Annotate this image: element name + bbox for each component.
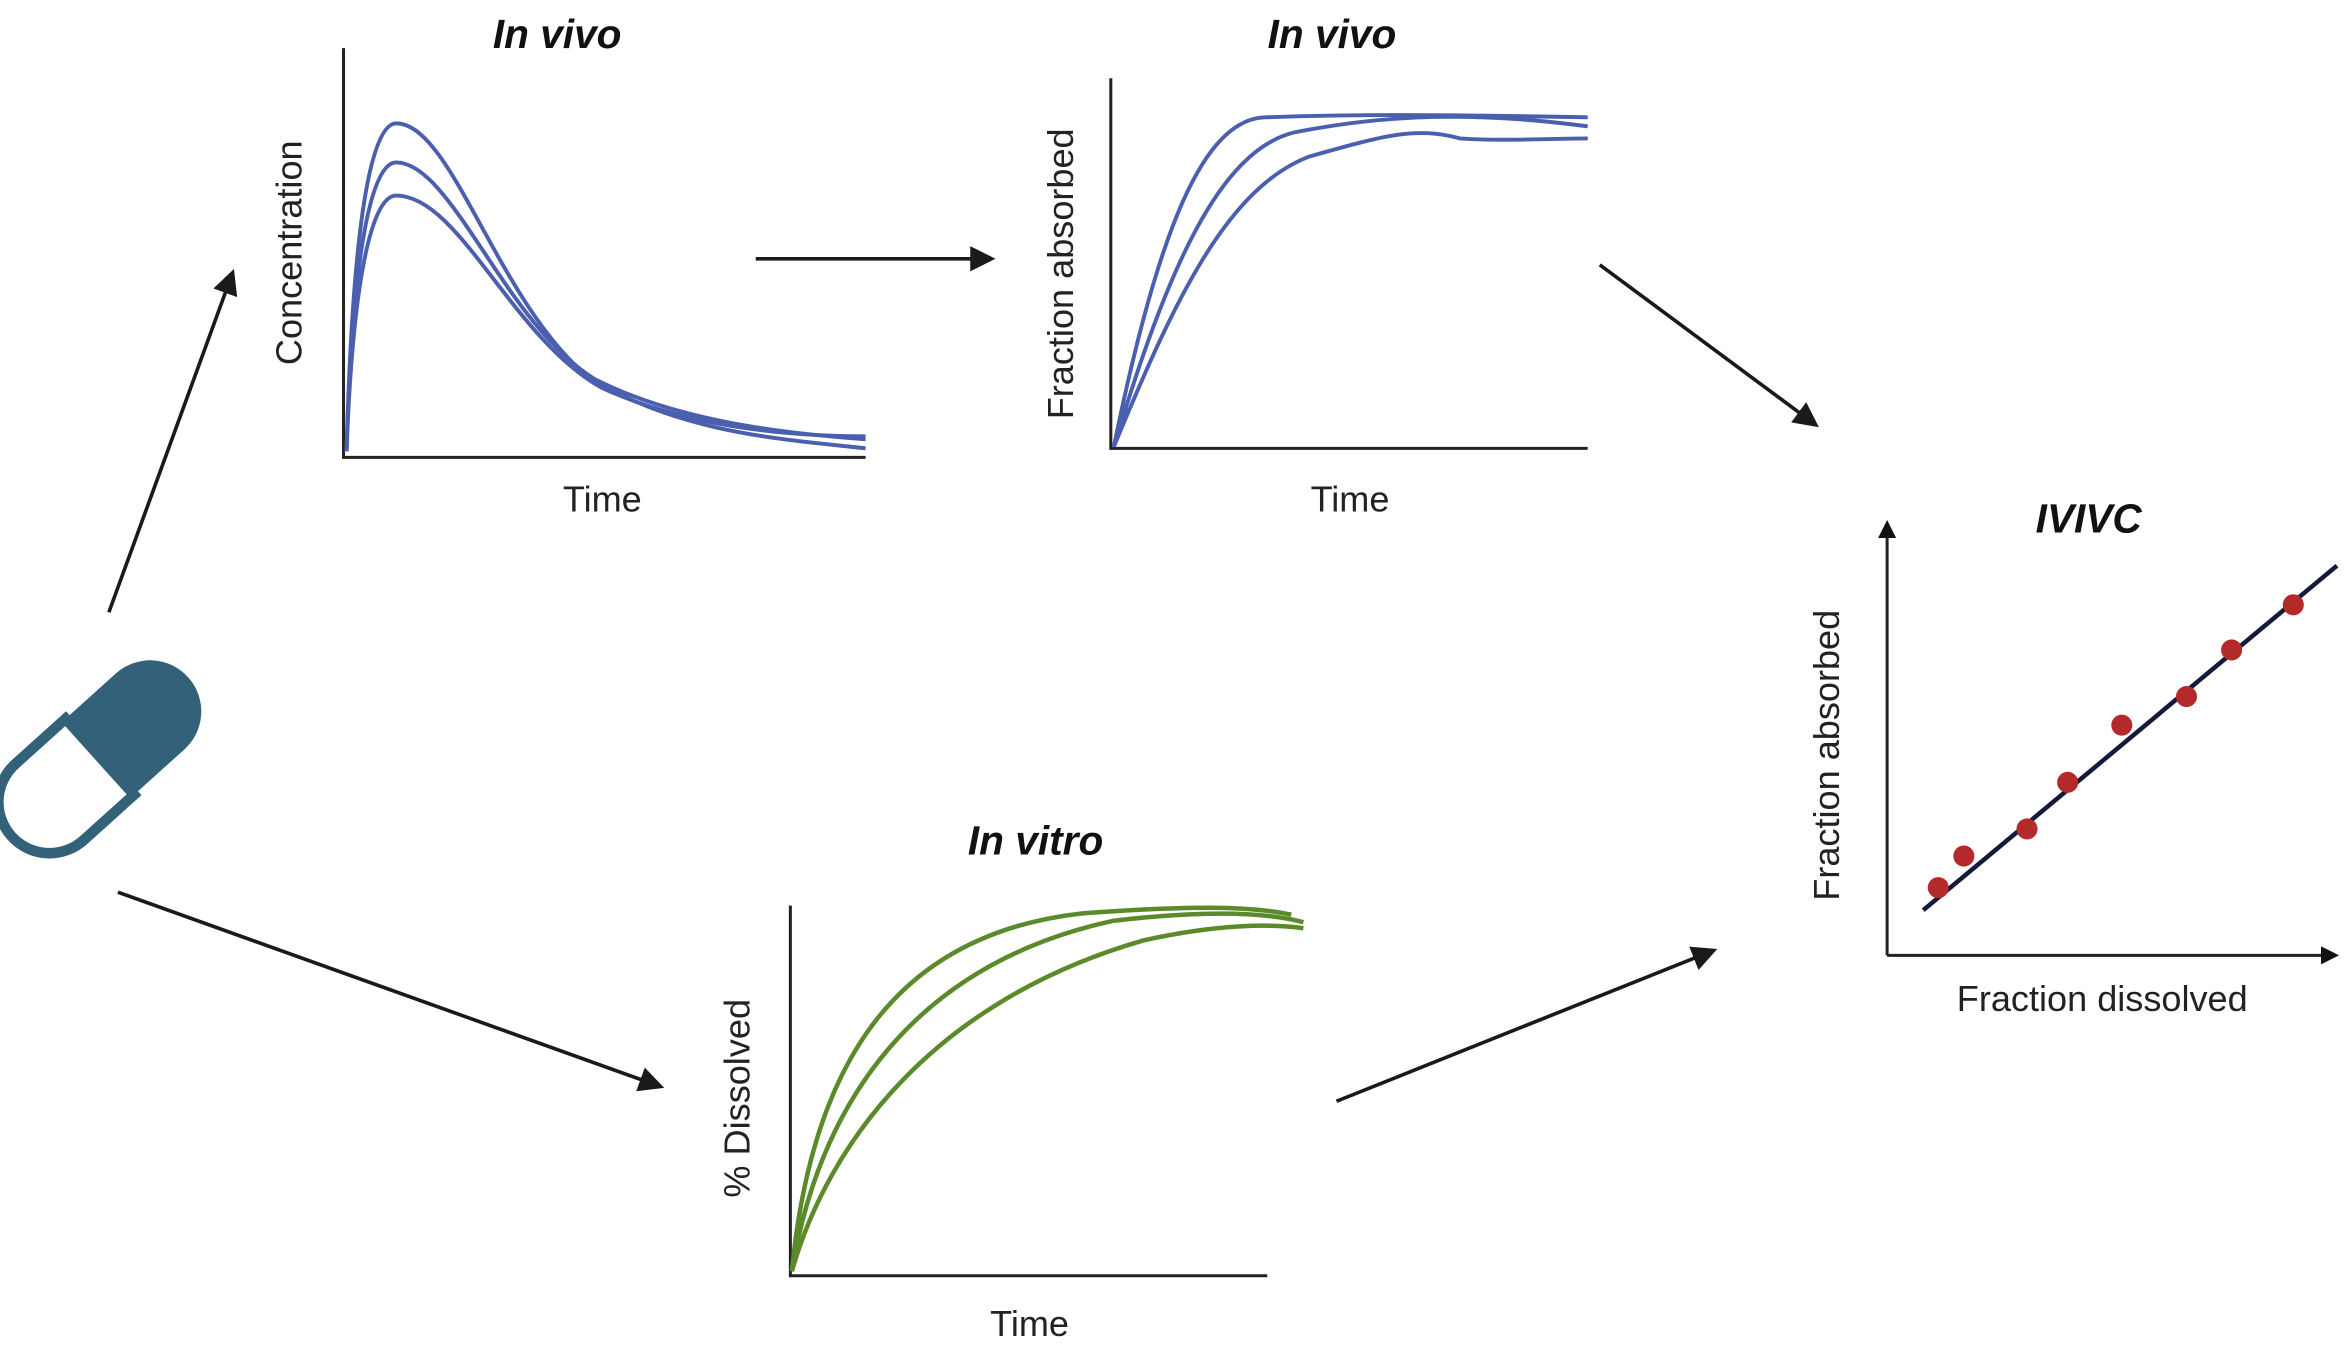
- x-label: Fraction dissolved: [1957, 978, 2248, 1019]
- panel-title: IVIVC: [2036, 496, 2143, 542]
- panel-dissolved: In vitro Time % Dissolved: [717, 818, 1304, 1344]
- arrows: [107, 246, 1819, 1103]
- y-label: Concentration: [268, 140, 309, 365]
- panel-title: In vitro: [968, 818, 1103, 864]
- y-label: Fraction absorbed: [1040, 128, 1081, 419]
- y-label: % Dissolved: [717, 999, 758, 1198]
- panel-title: In vivo: [493, 11, 622, 57]
- scatter-points: [1927, 594, 2304, 899]
- pill-icon: [0, 660, 202, 859]
- y-label: Fraction absorbed: [1806, 610, 1847, 901]
- x-label: Time: [563, 479, 642, 520]
- x-label: Time: [1311, 479, 1390, 520]
- x-label: Time: [990, 1303, 1069, 1344]
- panel-concentration: In vivo Time Concentration: [268, 11, 866, 520]
- panel-title: In vivo: [1268, 11, 1397, 57]
- panel-ivivc: IVIVC Fraction dissolved Fraction absorb…: [1806, 496, 2340, 1019]
- panel-fraction-absorbed: In vivo Time Fraction absorbed: [1040, 11, 1588, 520]
